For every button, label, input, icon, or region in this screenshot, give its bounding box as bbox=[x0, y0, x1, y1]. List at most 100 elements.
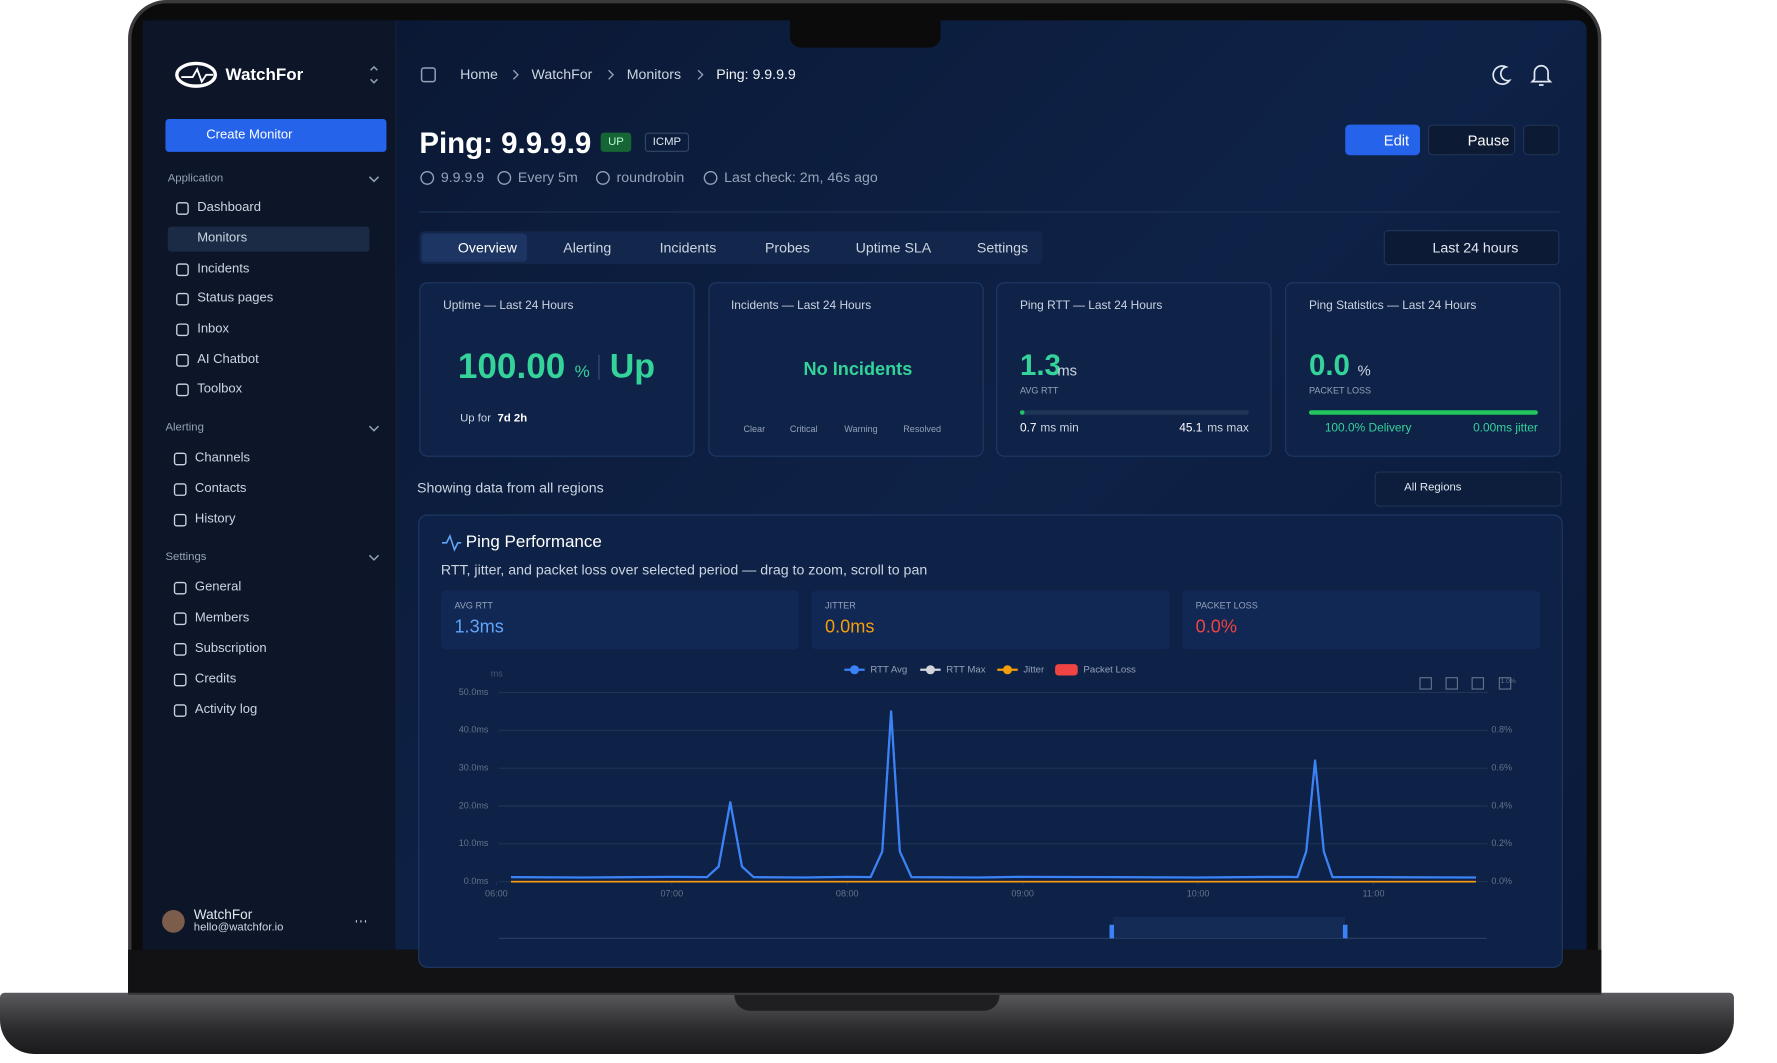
rtt-track bbox=[1019, 410, 1249, 415]
pause-button[interactable] bbox=[1427, 124, 1516, 156]
nav-item[interactable]: Inbox bbox=[197, 322, 230, 336]
nav-icon bbox=[173, 612, 187, 626]
nav-item[interactable]: Dashboard bbox=[197, 200, 261, 215]
delivery-bar bbox=[1308, 410, 1538, 415]
x-tick-label: 09:00 bbox=[1011, 889, 1034, 899]
navigator-handle bbox=[1109, 924, 1115, 939]
user-name: WatchFor bbox=[193, 906, 253, 923]
nav-item[interactable]: Activity log bbox=[194, 702, 258, 717]
create-monitor-button[interactable] bbox=[165, 118, 387, 152]
tab[interactable]: Incidents bbox=[659, 239, 717, 256]
meta-item: 9.9.9.9 bbox=[440, 169, 485, 186]
y-tick-label: 0.0ms bbox=[464, 876, 489, 886]
pause-label[interactable]: Pause bbox=[1467, 131, 1510, 149]
incident-legend: Warning bbox=[844, 423, 878, 435]
logo-pulse bbox=[181, 66, 214, 84]
chevron bbox=[368, 176, 380, 183]
create-monitor-label[interactable]: Create Monitor bbox=[206, 128, 293, 142]
breadcrumb-item[interactable]: WatchFor bbox=[531, 66, 593, 83]
metric-card bbox=[996, 282, 1272, 457]
stat-box bbox=[440, 590, 799, 650]
toolbox-icon bbox=[1419, 677, 1432, 690]
sidebar-toggle[interactable] bbox=[420, 67, 436, 83]
tab[interactable]: Alerting bbox=[563, 239, 612, 256]
camera-notch bbox=[789, 20, 941, 48]
legend-label[interactable]: Jitter bbox=[1023, 664, 1045, 675]
tab[interactable]: Settings bbox=[976, 239, 1029, 256]
edit-label[interactable]: Edit bbox=[1383, 131, 1410, 149]
incident-legend: Critical bbox=[789, 423, 818, 435]
monitor-title: Ping: 9.9.9.9 bbox=[419, 125, 592, 160]
x-tick-label: 08:00 bbox=[836, 889, 859, 899]
stat-label: AVG RTT bbox=[454, 600, 493, 611]
region-select[interactable] bbox=[1374, 471, 1562, 507]
brand: WatchFor bbox=[225, 65, 304, 85]
legend-label[interactable]: RTT Max bbox=[946, 664, 985, 675]
metric-card bbox=[1285, 282, 1561, 457]
nav-item[interactable]: Status pages bbox=[197, 291, 274, 306]
tab[interactable]: Uptime SLA bbox=[855, 239, 932, 256]
y2-tick-label: 0.6% bbox=[1491, 763, 1512, 773]
section-header[interactable]: Application bbox=[167, 172, 224, 185]
tab[interactable]: Probes bbox=[764, 239, 810, 256]
incident-legend: Resolved bbox=[903, 423, 942, 435]
nav-icon bbox=[173, 643, 187, 656]
nav-item[interactable]: Members bbox=[194, 611, 250, 625]
y-tick-label: 50.0ms bbox=[459, 687, 489, 697]
y-tick-label: 30.0ms bbox=[459, 763, 489, 773]
badge-icmp bbox=[644, 132, 690, 152]
nav-item[interactable]: AI Chatbot bbox=[197, 352, 259, 367]
toolbox-icon bbox=[1445, 677, 1458, 690]
nav-item[interactable]: History bbox=[194, 512, 236, 527]
x-tick-label: 06:00 bbox=[485, 889, 508, 899]
legend-swatch bbox=[1055, 664, 1078, 676]
breadcrumb-item: Ping: 9.9.9.9 bbox=[716, 66, 796, 83]
meta-item: Last check: 2m, 46s ago bbox=[724, 169, 878, 186]
legend-label[interactable]: RTT Avg bbox=[870, 664, 907, 675]
rtt-fill bbox=[1019, 410, 1025, 415]
panel-subtitle: RTT, jitter, and packet loss over select… bbox=[440, 561, 928, 578]
section-header[interactable]: Alerting bbox=[165, 421, 204, 435]
range-label[interactable]: Last 24 hours bbox=[1432, 239, 1519, 256]
avatar bbox=[162, 910, 185, 933]
nav-item[interactable]: Incidents bbox=[197, 262, 250, 276]
chevron bbox=[368, 554, 380, 561]
nav-icon bbox=[173, 673, 187, 687]
breadcrumb-item[interactable]: Monitors bbox=[626, 66, 682, 83]
legend-label[interactable]: Packet Loss bbox=[1083, 664, 1136, 675]
range-select[interactable] bbox=[1383, 230, 1560, 266]
nav-item[interactable]: Subscription bbox=[194, 641, 267, 656]
legend-swatch bbox=[925, 665, 935, 675]
breadcrumb-item[interactable]: Home bbox=[460, 66, 498, 83]
nav-item[interactable]: Toolbox bbox=[197, 382, 243, 396]
rtt-max-unit: ms max bbox=[1207, 421, 1249, 435]
nav-icon bbox=[176, 263, 189, 277]
breadcrumb-sep bbox=[608, 69, 615, 80]
region-select-label[interactable]: All Regions bbox=[1404, 481, 1462, 495]
y-tick-label: 10.0ms bbox=[459, 838, 489, 848]
delivery: 100.0% Delivery bbox=[1324, 421, 1412, 435]
nav-item[interactable]: Monitors bbox=[197, 231, 248, 246]
meta-icon bbox=[595, 171, 610, 185]
legend-swatch bbox=[849, 665, 860, 675]
notifications[interactable] bbox=[1530, 64, 1553, 86]
edit-button[interactable] bbox=[1345, 124, 1421, 156]
breadcrumb-sep bbox=[697, 69, 704, 80]
x-tick-label: 11:00 bbox=[1363, 889, 1385, 899]
pulse-icon bbox=[441, 533, 462, 552]
breadcrumb-sep bbox=[512, 69, 519, 80]
card-title: Ping Statistics — Last 24 Hours bbox=[1308, 298, 1477, 313]
nav-item[interactable]: Channels bbox=[194, 451, 250, 465]
section-header[interactable]: Settings bbox=[165, 550, 207, 564]
more-button[interactable] bbox=[1523, 124, 1560, 156]
nav-item[interactable]: Credits bbox=[194, 672, 237, 686]
nav-item[interactable]: General bbox=[194, 580, 242, 595]
nav-icon bbox=[176, 202, 189, 215]
nav-item[interactable]: Contacts bbox=[194, 481, 247, 496]
rtt-caption: AVG RTT bbox=[1019, 385, 1059, 396]
uptime-footer-value: 7d 2h bbox=[497, 412, 528, 425]
theme-toggle[interactable] bbox=[1492, 65, 1512, 85]
tab[interactable]: Overview bbox=[457, 239, 517, 256]
user-email: hello@watchfor.io bbox=[193, 921, 284, 934]
